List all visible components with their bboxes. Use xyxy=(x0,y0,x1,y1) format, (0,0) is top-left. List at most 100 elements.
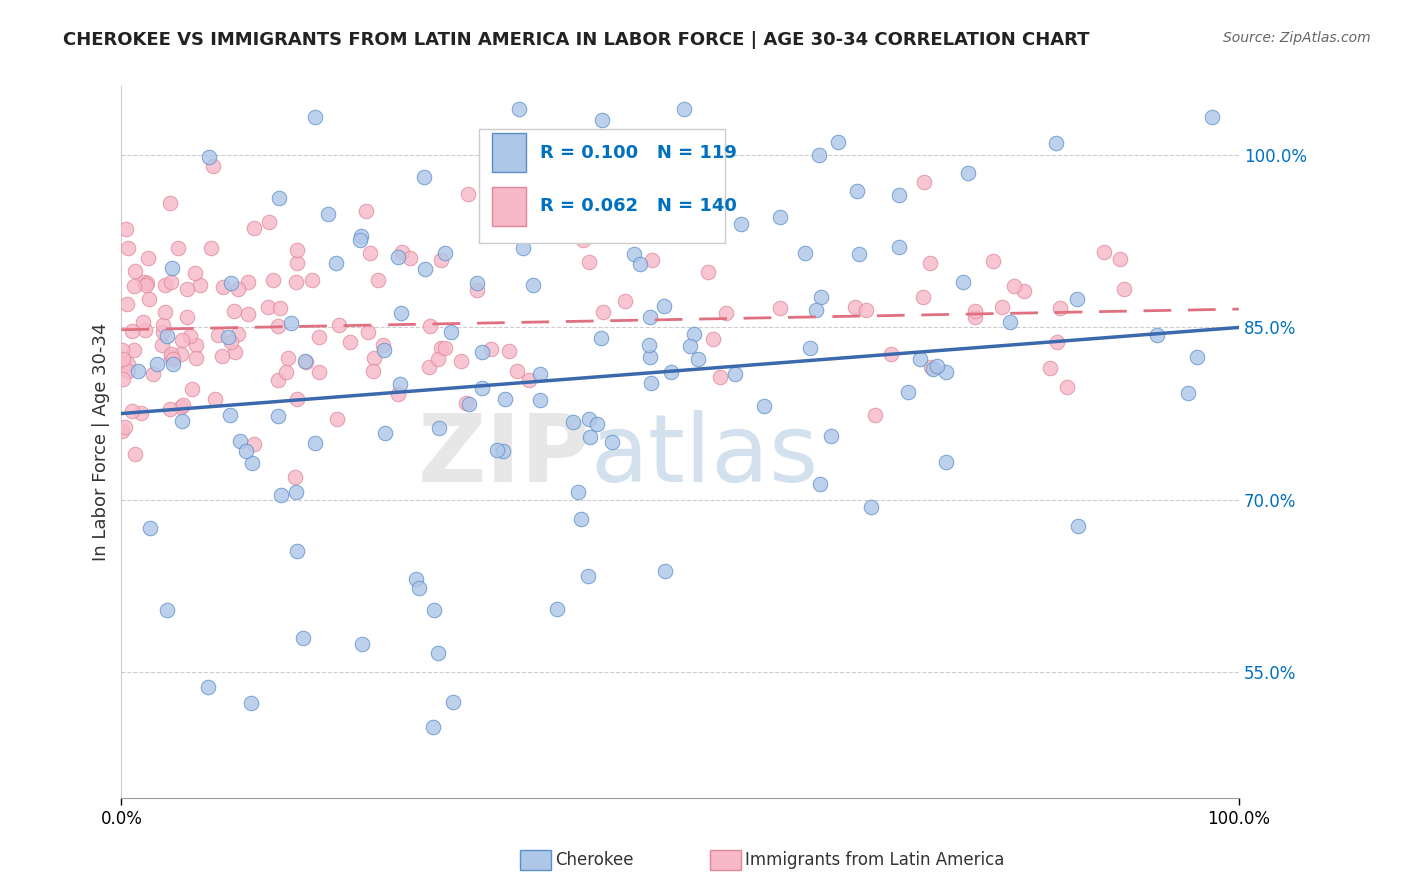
Point xyxy=(167,242,190,256)
Point xyxy=(578,412,600,426)
Point xyxy=(207,327,229,342)
Point xyxy=(160,350,183,364)
Point xyxy=(578,254,600,268)
Point xyxy=(450,354,472,368)
Point xyxy=(326,412,349,426)
Point xyxy=(127,364,149,378)
Point xyxy=(1112,282,1135,296)
Point xyxy=(229,434,252,449)
Text: R = 0.062   N = 140: R = 0.062 N = 140 xyxy=(540,197,737,215)
Point xyxy=(430,341,453,355)
Point xyxy=(160,347,183,361)
Point xyxy=(679,339,702,353)
Point xyxy=(176,282,198,296)
Point xyxy=(217,330,239,344)
Point xyxy=(804,303,827,318)
Point xyxy=(111,425,134,439)
Point xyxy=(724,367,747,381)
Point xyxy=(920,256,942,270)
Point xyxy=(200,241,222,255)
Point xyxy=(219,276,242,290)
Point xyxy=(990,300,1012,314)
Point xyxy=(683,326,706,341)
Point xyxy=(170,347,193,361)
Point xyxy=(418,319,440,334)
Point xyxy=(1039,361,1062,376)
Point xyxy=(284,469,307,483)
Point xyxy=(1185,350,1208,364)
Point xyxy=(897,384,920,399)
Point xyxy=(387,387,409,401)
Point xyxy=(152,325,174,339)
Point xyxy=(465,284,488,298)
Point xyxy=(529,393,551,408)
Point xyxy=(454,396,477,410)
Text: Source: ZipAtlas.com: Source: ZipAtlas.com xyxy=(1223,31,1371,45)
Point xyxy=(172,399,194,413)
Point xyxy=(529,367,551,381)
Point xyxy=(567,485,589,500)
Point xyxy=(471,381,494,395)
Point xyxy=(285,484,308,499)
Point xyxy=(440,325,463,339)
Point xyxy=(880,347,903,361)
Point xyxy=(889,240,911,254)
Point xyxy=(138,292,160,306)
Point xyxy=(325,256,347,270)
Point xyxy=(546,602,568,616)
Point xyxy=(124,264,146,278)
Point xyxy=(591,113,613,128)
Point xyxy=(479,343,502,357)
Point xyxy=(152,318,174,332)
Point xyxy=(654,564,676,578)
Point xyxy=(860,500,883,515)
Point xyxy=(184,351,207,366)
Point xyxy=(226,282,249,296)
Point xyxy=(572,234,595,248)
Point xyxy=(150,338,173,352)
Point xyxy=(799,341,821,355)
Point xyxy=(280,317,302,331)
Point xyxy=(794,245,817,260)
Point xyxy=(465,277,488,291)
Y-axis label: In Labor Force | Age 30-34: In Labor Force | Age 30-34 xyxy=(93,323,110,561)
Point xyxy=(441,696,464,710)
Point xyxy=(304,435,326,450)
Point xyxy=(115,222,138,236)
Point xyxy=(274,365,297,379)
Point xyxy=(285,275,308,289)
Point xyxy=(640,310,662,325)
Point xyxy=(957,166,980,180)
Point xyxy=(117,357,139,371)
Point xyxy=(613,294,636,309)
Point xyxy=(134,322,156,336)
Point xyxy=(398,251,420,265)
Point xyxy=(356,325,378,339)
Point xyxy=(226,326,249,341)
Point xyxy=(124,343,146,358)
Point xyxy=(508,103,530,117)
Point xyxy=(235,444,257,458)
Point xyxy=(427,351,450,366)
Point xyxy=(257,215,280,229)
Point xyxy=(561,415,583,429)
Point xyxy=(170,401,193,415)
Point xyxy=(224,304,246,318)
Point xyxy=(136,276,159,290)
Point xyxy=(374,426,396,441)
Point xyxy=(498,343,520,358)
Point xyxy=(423,603,446,617)
Point xyxy=(434,342,457,356)
Point xyxy=(176,310,198,324)
Point xyxy=(389,306,412,320)
Point xyxy=(492,444,515,458)
Point xyxy=(277,351,299,366)
Point xyxy=(184,266,207,280)
Point xyxy=(371,338,394,352)
Point xyxy=(887,187,910,202)
Point xyxy=(153,304,176,318)
Point xyxy=(159,196,181,211)
Point xyxy=(752,399,775,413)
Point xyxy=(457,186,479,201)
Point xyxy=(339,334,361,349)
